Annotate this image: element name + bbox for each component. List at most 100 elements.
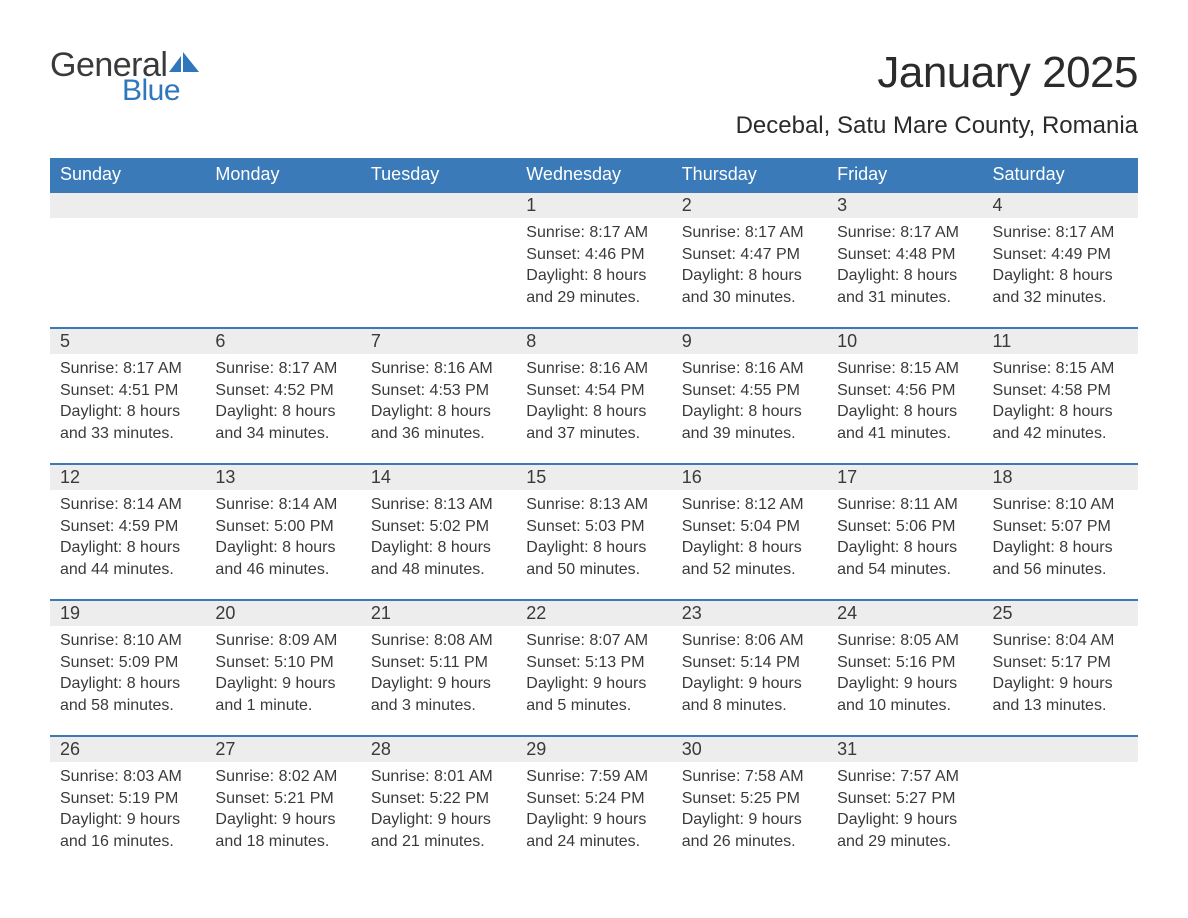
- day-content-cell: Sunrise: 8:13 AMSunset: 5:02 PMDaylight:…: [361, 490, 516, 600]
- day-content-cell: Sunrise: 8:14 AMSunset: 4:59 PMDaylight:…: [50, 490, 205, 600]
- day-content-cell: Sunrise: 8:17 AMSunset: 4:49 PMDaylight:…: [983, 218, 1138, 328]
- day-sunset: Sunset: 4:55 PM: [682, 380, 817, 402]
- day-sunrise: Sunrise: 8:12 AM: [682, 494, 817, 516]
- day-sunset: Sunset: 5:27 PM: [837, 788, 972, 810]
- day-d2: and 33 minutes.: [60, 423, 195, 445]
- day-d1: Daylight: 8 hours: [837, 265, 972, 287]
- day-sunset: Sunset: 5:10 PM: [215, 652, 350, 674]
- day-d1: Daylight: 8 hours: [682, 265, 817, 287]
- day-sunrise: Sunrise: 8:17 AM: [682, 222, 817, 244]
- day-number: 27: [215, 739, 235, 759]
- day-d2: and 1 minute.: [215, 695, 350, 717]
- day-sunrise: Sunrise: 8:16 AM: [682, 358, 817, 380]
- day-d1: Daylight: 8 hours: [993, 401, 1128, 423]
- day-sunrise: Sunrise: 8:16 AM: [526, 358, 661, 380]
- day-number-cell: 20: [205, 600, 360, 626]
- day-d2: and 24 minutes.: [526, 831, 661, 853]
- day-sunrise: Sunrise: 8:15 AM: [993, 358, 1128, 380]
- day-number-cell: 11: [983, 328, 1138, 354]
- day-d2: and 31 minutes.: [837, 287, 972, 309]
- day-sunrise: Sunrise: 8:03 AM: [60, 766, 195, 788]
- day-number-cell: 12: [50, 464, 205, 490]
- day-d2: and 13 minutes.: [993, 695, 1128, 717]
- day-sunset: Sunset: 5:21 PM: [215, 788, 350, 810]
- day-sunset: Sunset: 4:49 PM: [993, 244, 1128, 266]
- day-number-cell: 19: [50, 600, 205, 626]
- day-d2: and 18 minutes.: [215, 831, 350, 853]
- week-daynum-row: 1234: [50, 192, 1138, 218]
- day-number: 6: [215, 331, 225, 351]
- day-sunset: Sunset: 5:11 PM: [371, 652, 506, 674]
- day-sunset: Sunset: 5:09 PM: [60, 652, 195, 674]
- week-daynum-row: 19202122232425: [50, 600, 1138, 626]
- day-sunset: Sunset: 4:56 PM: [837, 380, 972, 402]
- day-number-cell: 28: [361, 736, 516, 762]
- weekday-header: Tuesday: [361, 158, 516, 192]
- day-sunset: Sunset: 5:24 PM: [526, 788, 661, 810]
- day-sunrise: Sunrise: 8:02 AM: [215, 766, 350, 788]
- day-content-cell: Sunrise: 8:16 AMSunset: 4:55 PMDaylight:…: [672, 354, 827, 464]
- day-number-cell: 5: [50, 328, 205, 354]
- day-number: 5: [60, 331, 70, 351]
- day-number: 25: [993, 603, 1013, 623]
- day-number: 19: [60, 603, 80, 623]
- day-sunrise: Sunrise: 8:17 AM: [993, 222, 1128, 244]
- day-d1: Daylight: 9 hours: [526, 809, 661, 831]
- day-content-cell: Sunrise: 7:58 AMSunset: 5:25 PMDaylight:…: [672, 762, 827, 862]
- day-number: 31: [837, 739, 857, 759]
- day-number: 8: [526, 331, 536, 351]
- day-number-cell: 18: [983, 464, 1138, 490]
- day-d2: and 48 minutes.: [371, 559, 506, 581]
- day-d1: Daylight: 8 hours: [526, 401, 661, 423]
- day-d1: Daylight: 8 hours: [215, 537, 350, 559]
- day-number-cell: 24: [827, 600, 982, 626]
- day-number: 12: [60, 467, 80, 487]
- day-sunset: Sunset: 5:17 PM: [993, 652, 1128, 674]
- day-number-cell: 27: [205, 736, 360, 762]
- day-d1: Daylight: 9 hours: [371, 809, 506, 831]
- day-sunset: Sunset: 5:04 PM: [682, 516, 817, 538]
- week-content-row: Sunrise: 8:17 AMSunset: 4:46 PMDaylight:…: [50, 218, 1138, 328]
- title-block: January 2025 Decebal, Satu Mare County, …: [736, 48, 1138, 140]
- day-sunrise: Sunrise: 8:10 AM: [60, 630, 195, 652]
- day-content-cell: [50, 218, 205, 328]
- day-content-cell: Sunrise: 8:10 AMSunset: 5:07 PMDaylight:…: [983, 490, 1138, 600]
- day-content-cell: Sunrise: 8:16 AMSunset: 4:54 PMDaylight:…: [516, 354, 671, 464]
- day-d1: Daylight: 9 hours: [526, 673, 661, 695]
- logo-word-blue: Blue: [122, 76, 201, 106]
- day-content-cell: Sunrise: 8:12 AMSunset: 5:04 PMDaylight:…: [672, 490, 827, 600]
- day-d2: and 36 minutes.: [371, 423, 506, 445]
- day-sunrise: Sunrise: 8:13 AM: [526, 494, 661, 516]
- day-number-cell: 4: [983, 192, 1138, 218]
- week-content-row: Sunrise: 8:14 AMSunset: 4:59 PMDaylight:…: [50, 490, 1138, 600]
- weekday-header: Saturday: [983, 158, 1138, 192]
- day-number: 22: [526, 603, 546, 623]
- day-sunset: Sunset: 4:48 PM: [837, 244, 972, 266]
- day-number-cell: 29: [516, 736, 671, 762]
- day-number-cell: 1: [516, 192, 671, 218]
- day-d2: and 44 minutes.: [60, 559, 195, 581]
- day-sunset: Sunset: 5:06 PM: [837, 516, 972, 538]
- day-number: 10: [837, 331, 857, 351]
- day-sunrise: Sunrise: 8:07 AM: [526, 630, 661, 652]
- day-content-cell: Sunrise: 7:57 AMSunset: 5:27 PMDaylight:…: [827, 762, 982, 862]
- weekday-header-row: Sunday Monday Tuesday Wednesday Thursday…: [50, 158, 1138, 192]
- day-content-cell: Sunrise: 8:09 AMSunset: 5:10 PMDaylight:…: [205, 626, 360, 736]
- day-number-cell: 3: [827, 192, 982, 218]
- day-number-cell: [361, 192, 516, 218]
- day-number: 26: [60, 739, 80, 759]
- day-sunrise: Sunrise: 8:11 AM: [837, 494, 972, 516]
- week-daynum-row: 262728293031: [50, 736, 1138, 762]
- day-d1: Daylight: 9 hours: [837, 809, 972, 831]
- day-number: 16: [682, 467, 702, 487]
- day-d1: Daylight: 9 hours: [60, 809, 195, 831]
- day-d1: Daylight: 8 hours: [60, 401, 195, 423]
- day-number-cell: [983, 736, 1138, 762]
- day-number-cell: 16: [672, 464, 827, 490]
- day-d2: and 3 minutes.: [371, 695, 506, 717]
- day-sunrise: Sunrise: 7:59 AM: [526, 766, 661, 788]
- day-number: 4: [993, 195, 1003, 215]
- day-d1: Daylight: 8 hours: [837, 401, 972, 423]
- month-title: January 2025: [736, 48, 1138, 98]
- day-d1: Daylight: 8 hours: [682, 401, 817, 423]
